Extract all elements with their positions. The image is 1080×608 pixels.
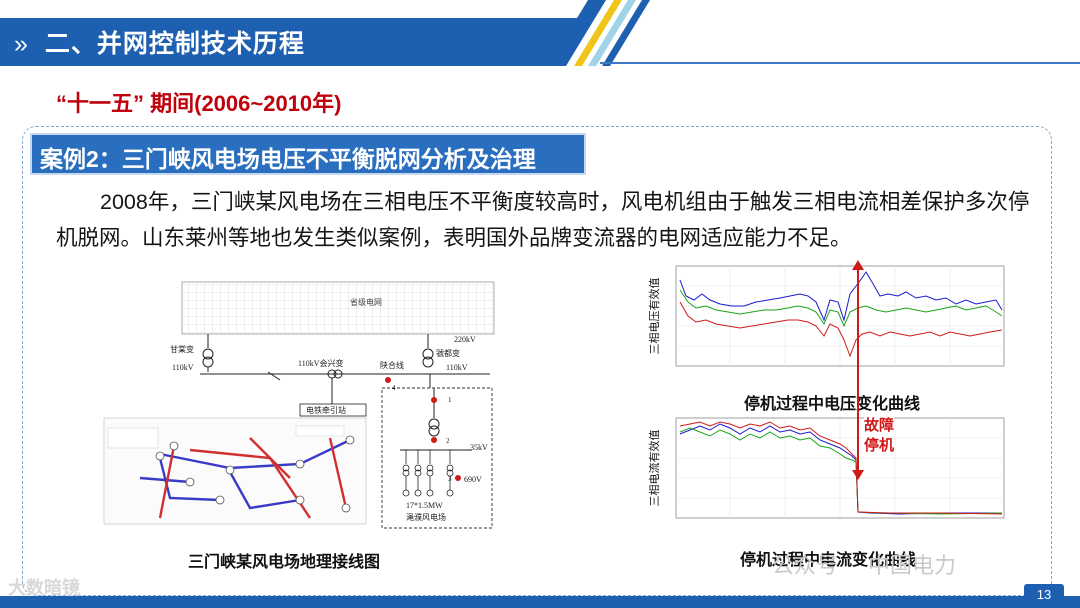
label-xiehe: 陕合线 xyxy=(380,360,404,370)
label-farm-name: 渑濮风电场 xyxy=(406,512,446,522)
current-phase-red xyxy=(679,421,1003,515)
provincial-grid-block xyxy=(181,281,495,335)
voltage-phase-red xyxy=(679,301,1003,358)
network-diagram: 省级电网 220kV 甘棠变 110kV 虢都变 110kV 110kV会兴变 … xyxy=(100,268,510,530)
fault-marker-arrow xyxy=(852,260,864,480)
case-description-text: 2008年，三门峡某风电场在三相电压不平衡度较高时，风电机组由于触发三相电流相差… xyxy=(56,190,1030,250)
node-1-label: 1 xyxy=(448,396,452,404)
fault-label: 故障 停机 xyxy=(864,416,895,456)
header-white-shape xyxy=(560,0,1080,66)
fault-label-line2: 停机 xyxy=(864,437,895,454)
fault-node-4 xyxy=(385,377,391,383)
fault-label-line1: 故障 xyxy=(864,417,895,434)
geographic-map xyxy=(103,417,367,525)
voltage-ylabel: 三相电压有效值 xyxy=(647,278,661,355)
label-huixing: 110kV会兴变 xyxy=(298,358,343,368)
caption-network-diagram: 三门峡某风电场地理接线图 xyxy=(188,554,381,571)
label-110kv-left: 110kV xyxy=(172,363,194,372)
fault-node-1 xyxy=(431,397,437,403)
section-title: » 二、并网控制技术历程 xyxy=(14,24,305,60)
node-2-label: 2 xyxy=(446,437,450,445)
voltage-phase-blue xyxy=(679,271,1003,322)
caption-current-chart: 停机过程中电流变化曲线 xyxy=(740,552,917,569)
header-stripes-decoration xyxy=(548,0,650,66)
watermark-right-2: 中国电力 xyxy=(868,553,957,578)
voltage-chart: 三相电压有效值 xyxy=(640,260,1020,380)
label-ganyu: 甘棠变 xyxy=(170,344,194,354)
period-heading: “十一五” 期间(2006~2010年) xyxy=(56,91,342,116)
voltage-phase-green xyxy=(679,289,1003,328)
node-3-label: 3 xyxy=(448,475,452,483)
section-title-text: 二、并网控制技术历程 xyxy=(44,30,305,58)
current-ylabel: 三相电流有效值 xyxy=(647,430,661,507)
fault-node-3 xyxy=(455,475,461,481)
label-farm-size: 17*1.5MW xyxy=(406,501,443,510)
watermark-right-1: 公众号 xyxy=(772,553,839,578)
label-35kv: 35kV xyxy=(470,443,488,452)
wind-farm-box xyxy=(381,387,493,529)
label-220kv: 220kV xyxy=(454,335,476,344)
provincial-grid-label: 省级电网 xyxy=(350,297,382,307)
footer-bar xyxy=(0,596,1080,608)
case-title-banner: 案例2：三门峡风电场电压不平衡脱网分析及治理 xyxy=(30,133,586,175)
label-guidu: 虢都变 xyxy=(436,348,460,358)
watermark-right: 公众号 中国电力 xyxy=(772,548,956,580)
chevron-icon: » xyxy=(14,30,29,58)
label-railway: 电铁牵引站 xyxy=(306,405,346,415)
case-description: 2008年，三门峡某风电场在三相电压不平衡度较高时，风电机组由于触发三相电流相差… xyxy=(56,184,1046,256)
page-number: 13 xyxy=(1024,584,1064,606)
header: » 二、并网控制技术历程 xyxy=(0,0,1080,72)
fault-node-2 xyxy=(431,437,437,443)
current-chart: 三相电流有效值 xyxy=(640,412,1020,532)
label-690v: 690V xyxy=(464,475,482,484)
label-110kv-right: 110kV xyxy=(446,363,468,372)
header-underline xyxy=(600,62,1080,64)
caption-voltage-chart: 停机过程中电压变化曲线 xyxy=(744,396,921,413)
watermark-left: 大数暗镜 xyxy=(8,578,80,598)
